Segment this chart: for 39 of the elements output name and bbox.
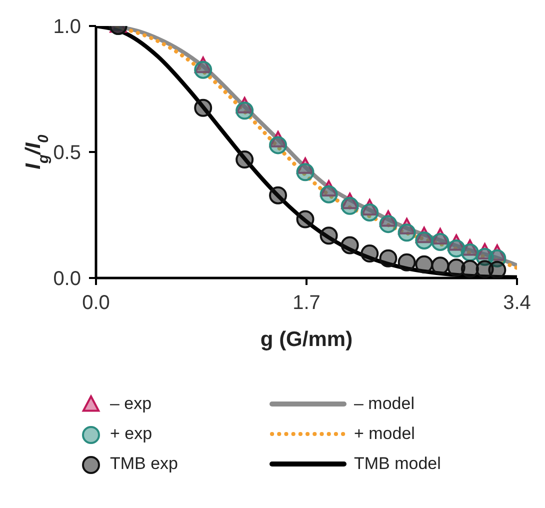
x-tick-label: 3.4 [503, 292, 531, 314]
x-tick-label: 1.7 [292, 292, 320, 314]
point [431, 232, 450, 251]
y-tick-label: 1.0 [53, 16, 81, 38]
point [360, 203, 379, 222]
point [340, 196, 359, 215]
point [320, 226, 338, 245]
legend-label: TMB model [354, 454, 441, 474]
point [398, 253, 416, 272]
point [360, 244, 379, 263]
y-tick-label: 0.0 [53, 268, 81, 290]
x-tick-label: 0.0 [82, 292, 110, 314]
point [415, 255, 434, 274]
point [460, 244, 479, 262]
point [488, 260, 506, 278]
point [447, 240, 466, 258]
point [460, 260, 479, 278]
point [194, 98, 212, 117]
point [415, 231, 434, 250]
y-tick-label: 0.5 [53, 142, 81, 164]
point [340, 236, 359, 254]
point [194, 60, 212, 79]
x-axis-title: g (G/mm) [260, 328, 353, 351]
point [379, 249, 398, 268]
legend-label: – exp [110, 394, 152, 414]
legend-label: TMB exp [110, 454, 178, 474]
legend-label: + model [354, 424, 415, 444]
point [296, 163, 314, 182]
point [296, 210, 314, 228]
point [398, 224, 416, 242]
point [269, 136, 288, 154]
point [236, 150, 254, 169]
legend-label: + exp [110, 424, 152, 444]
point [236, 102, 254, 120]
legend-label: – model [354, 394, 414, 414]
point [431, 256, 450, 275]
point [379, 215, 398, 234]
point [269, 186, 288, 204]
point [320, 185, 338, 204]
